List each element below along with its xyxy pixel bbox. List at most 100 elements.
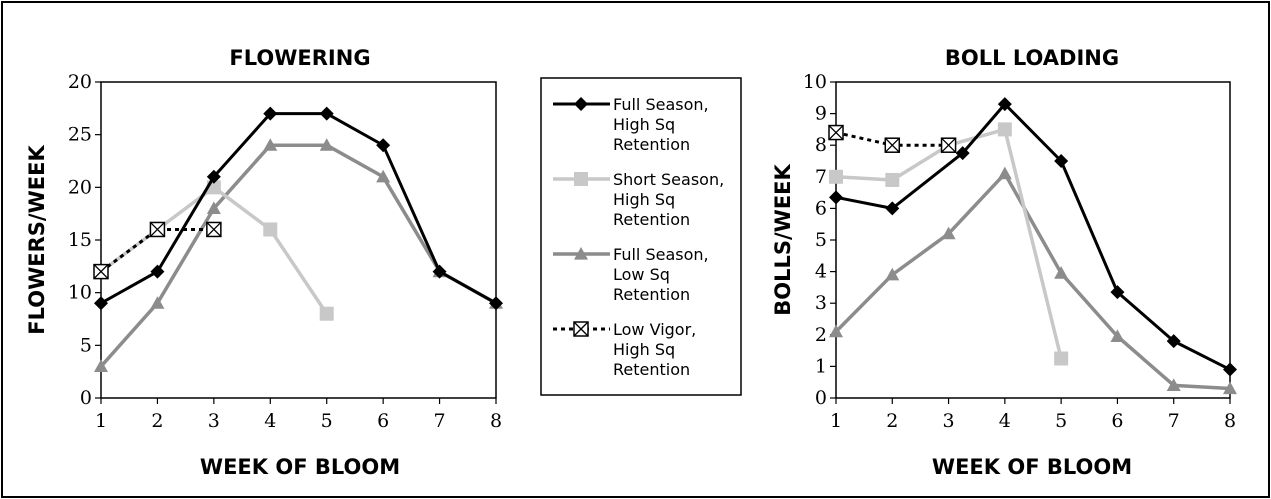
triangle-marker: [941, 226, 956, 240]
legend-label: High Sq: [613, 340, 675, 359]
series-full-high: [829, 97, 1237, 377]
x-tick-label: 7: [434, 410, 446, 432]
legend-label: Retention: [613, 285, 690, 304]
legend-label: Low Sq: [613, 265, 670, 284]
chart-title: FLOWERING: [229, 46, 370, 70]
plot-area: 0 5 10 15 20 25 20 1 2 3 4 5 6 7 8: [68, 71, 503, 432]
x-tick-label: 8: [1224, 410, 1236, 432]
legend-box: [540, 77, 742, 396]
x-tick-label: 7: [1168, 410, 1180, 432]
series-line: [100, 112, 497, 305]
square-marker: [997, 122, 1012, 137]
diamond-marker: [574, 97, 588, 111]
y-tick-label: 10: [68, 282, 92, 304]
triangle-marker: [997, 166, 1012, 180]
diamond-marker: [263, 106, 278, 121]
triangle-marker: [1166, 378, 1181, 391]
triangle-marker: [1110, 329, 1125, 342]
y-tick-label: 20: [68, 176, 92, 198]
legend-label: High Sq: [613, 190, 675, 209]
series-full-high: [94, 106, 503, 311]
y-axis-title: FLOWERS/WEEK: [25, 145, 49, 335]
chart-title: BOLL LOADING: [945, 46, 1119, 70]
y-tick-label: 0: [815, 387, 827, 409]
triangle-marker: [94, 359, 108, 372]
x-axis-title: WEEK OF BLOOM: [200, 455, 400, 479]
series-full-low: [829, 166, 1237, 395]
triangle-marker: [150, 296, 165, 309]
triangle-marker: [574, 247, 588, 260]
y-tick-label: 1: [815, 355, 827, 377]
diamond-marker: [94, 296, 108, 311]
y-tick-label: 4: [815, 261, 827, 283]
triangle-marker: [829, 324, 843, 338]
diamond-marker: [885, 201, 900, 216]
x-tick-label: 3: [208, 410, 220, 432]
y-tick-label: 5: [80, 334, 92, 356]
x-tick-label: 1: [830, 410, 842, 432]
y-tick-label: 7: [815, 166, 827, 188]
y-tick-label: 8: [815, 134, 827, 156]
diamond-marker: [1223, 362, 1237, 377]
legend-label: Full Season,: [613, 245, 709, 264]
legend-label: Retention: [613, 135, 690, 154]
legend-label: Retention: [613, 360, 690, 379]
y-tick-label: 6: [815, 197, 827, 219]
legend-label: Retention: [613, 210, 690, 229]
diamond-marker: [997, 97, 1012, 112]
square-marker: [1054, 351, 1069, 366]
x-tick-label: 5: [321, 410, 333, 432]
x-tick-label: 8: [490, 410, 502, 432]
square-marker: [829, 169, 843, 184]
triangle-marker: [206, 201, 221, 214]
x-tick-label: 2: [151, 410, 163, 432]
x-tick-label: 5: [1055, 410, 1067, 432]
square-marker: [574, 172, 588, 186]
triangle-marker: [376, 169, 391, 183]
x-tick-label: 4: [264, 410, 276, 432]
y-axis-title: BOLLS/WEEK: [771, 164, 795, 316]
triangle-marker: [1054, 266, 1069, 279]
boxed-x-marker: [828, 124, 844, 141]
square-marker: [885, 172, 900, 187]
legend-label: Full Season,: [613, 95, 709, 114]
series-line: [99, 143, 497, 368]
diamond-marker: [1166, 334, 1181, 349]
y-tick-label: 3: [815, 292, 827, 314]
diamond-marker: [955, 146, 970, 161]
x-tick-label: 4: [999, 410, 1011, 432]
x-tick-label: 2: [886, 410, 898, 432]
diamond-marker: [150, 264, 165, 279]
series-low-vigor: [93, 221, 222, 280]
triangle-marker: [1223, 381, 1237, 395]
diamond-marker: [319, 106, 334, 121]
boxed-x-marker: [573, 321, 589, 337]
x-axis-title: WEEK OF BLOOM: [932, 455, 1132, 479]
diamond-marker: [376, 138, 391, 153]
diamond-marker: [1054, 154, 1069, 168]
y-tick-label: 25: [68, 124, 92, 146]
triangle-marker: [885, 267, 900, 281]
chart-flowering: FLOWERING 0 5 10 15 20 25 20 1 2 3 4 5 6 7 8 WEEK OF B…: [25, 46, 503, 479]
series-line: [835, 102, 1231, 371]
diamond-marker: [432, 264, 447, 279]
triangle-marker: [319, 138, 334, 151]
x-tick-label: 1: [95, 410, 107, 432]
series-low-vigor: [828, 124, 957, 153]
square-marker: [319, 306, 334, 321]
series-line: [834, 171, 1231, 391]
boxed-x-marker: [884, 137, 901, 153]
boxed-x-marker: [149, 221, 166, 238]
y-tick-label: 20: [68, 71, 92, 93]
boxed-x-marker: [206, 221, 222, 238]
square-marker: [263, 222, 278, 237]
diamond-marker: [489, 296, 503, 311]
y-tick-label: 2: [815, 324, 827, 346]
